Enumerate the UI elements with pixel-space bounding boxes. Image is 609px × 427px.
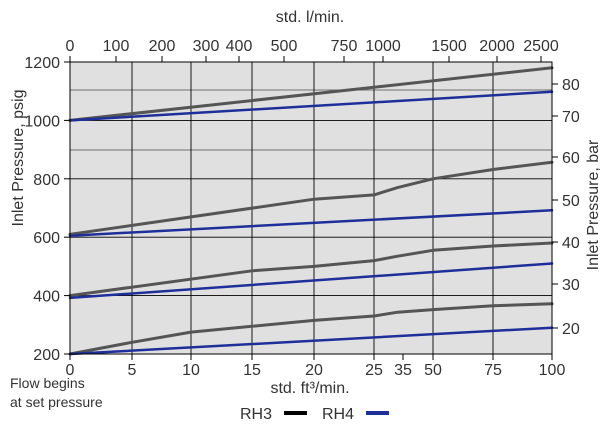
plot-frame [69,61,553,355]
y-axis-title: Inlet Pressure, psig [10,90,27,227]
x-top-tick-label: 0 [66,38,75,55]
series-line-rh3-0 [68,66,554,122]
x-tick-label: 20 [305,362,323,379]
x-tick-label: 10 [182,362,200,379]
x-tick-label: 5 [128,362,137,379]
y-axis-title-right: Inlet Pressure, bar [585,139,602,270]
series-line-rh4-6 [68,262,554,300]
y-right-tick-label: 30 [562,277,580,294]
note-line-2: at set pressure [10,394,103,410]
y-right-tick-label: 50 [562,193,580,210]
series-line-rh3-1 [68,160,554,236]
x-tick-label: 100 [539,362,566,379]
legend-label-rh4: RH4 [322,406,354,423]
x-top-tick-label: 2500 [523,38,559,55]
x-tick-label: 25 [365,362,383,379]
x-tick-label: 35 [394,362,412,379]
series-line-rh3-2 [68,241,554,298]
axis-ticks: 0 5 10 15 20 25 35 50 75 1000 100 200 300 400 500 750 10… [24,38,579,379]
note-line-1: Flow begins [10,375,85,391]
y-tick-label: 1000 [24,113,60,130]
x-top-tick-label: 500 [271,38,298,55]
y-tick-label: 400 [33,289,60,306]
y-tick-label: 200 [33,347,60,364]
x-tick-label: 75 [484,362,502,379]
flow-begins-note: Flow begins at set pressure [10,375,103,410]
x-top-tick-label: 2000 [479,38,515,55]
series-line-rh4-4 [68,90,554,122]
series-line-rh4-5 [68,209,554,237]
y-right-tick-label: 70 [562,109,580,126]
x-top-tick-label: 100 [103,38,130,55]
x-tick-label: 0 [66,362,75,379]
legend: RH3 RH4 [240,406,389,423]
x-tick-label: 50 [424,362,442,379]
legend-label-rh3: RH3 [240,406,272,423]
y-tick-label: 600 [33,230,60,247]
x-top-tick-label: 300 [193,38,220,55]
x-top-tick-label: 200 [149,38,176,55]
x-axis-title: std. ft³/min. [270,380,349,397]
series-line-rh3-3 [68,302,554,356]
y-right-tick-label: 40 [562,235,580,252]
x-top-tick-label: 750 [331,38,358,55]
y-tick-label: 800 [33,172,60,189]
y-right-tick-label: 20 [562,321,580,338]
x-tick-label: 15 [243,362,261,379]
y-right-tick-label: 80 [562,77,580,94]
x-top-tick-label: 1000 [365,38,401,55]
x-axis-title-top: std. l/min. [276,9,344,26]
x-top-tick-label: 400 [226,38,253,55]
y-tick-label: 1200 [24,55,60,72]
x-top-tick-label: 1500 [431,38,467,55]
series-line-rh4-7 [68,326,554,356]
y-right-tick-label: 60 [562,150,580,167]
series-layer [68,66,554,356]
